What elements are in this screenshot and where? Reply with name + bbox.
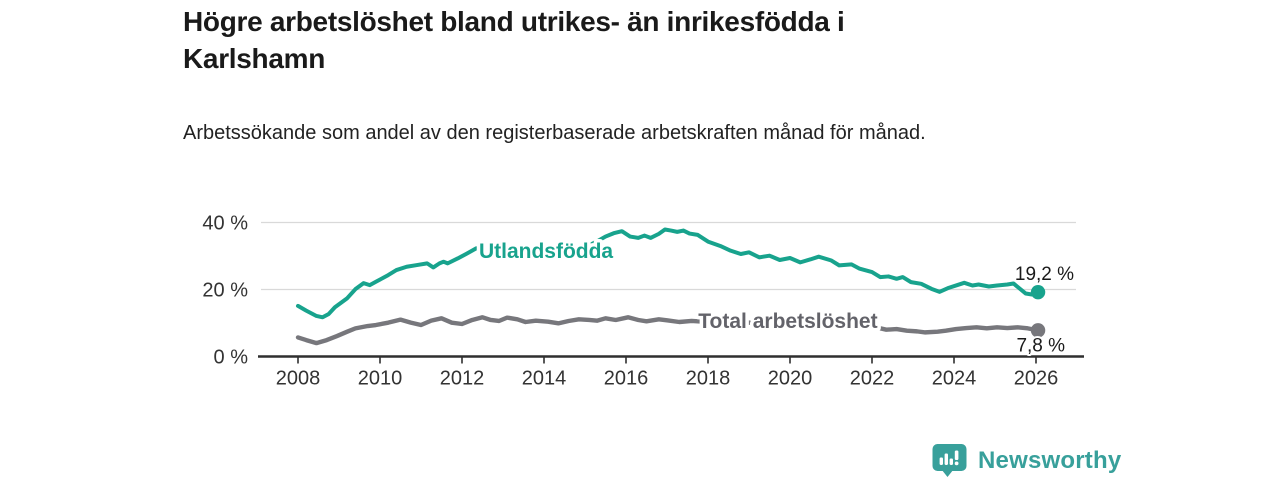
x-tick-label: 2008 xyxy=(276,368,321,390)
series-end-value-total-arbetsl-shet: 7,8 % xyxy=(1016,335,1065,356)
x-tick-label: 2010 xyxy=(358,368,403,390)
x-tick-label: 2022 xyxy=(850,368,895,390)
x-tick-label: 2024 xyxy=(932,368,977,390)
chart-title: Högre arbetslöshet bland utrikes- än inr… xyxy=(183,6,845,74)
chart-subtitle: Arbetssökande som andel av den registerb… xyxy=(183,121,926,144)
series-label-total-arbetsl-shet: Total arbetslöshet xyxy=(698,310,877,333)
series-end-dot-utlandsf-dda xyxy=(1030,284,1046,300)
y-axis-label: 0 % xyxy=(214,347,249,369)
series-end-dot-total-arbetsl-shet xyxy=(1030,323,1046,338)
series-line-utlandsf-dda xyxy=(296,227,1041,320)
series-end-value-utlandsf-dda: 19,2 % xyxy=(1015,264,1074,285)
x-tick-label: 2018 xyxy=(686,368,731,390)
x-tick-label: 2014 xyxy=(522,368,567,390)
x-tick-label: 2016 xyxy=(604,368,649,390)
newsworthy-wordmark: Newsworthy xyxy=(978,446,1122,474)
brand-footer: Newsworthy xyxy=(931,443,1121,478)
y-axis-label: 20 % xyxy=(202,280,248,302)
y-axis-label: 40 % xyxy=(202,213,248,235)
series-line-total-arbetsl-shet xyxy=(295,315,1041,346)
x-tick-label: 2020 xyxy=(768,368,813,390)
newsworthy-logo-icon xyxy=(931,443,968,478)
chart-header: Högre arbetslöshet bland utrikes- än inr… xyxy=(183,4,983,148)
x-tick-label: 2026 xyxy=(1014,368,1059,390)
x-tick-label: 2012 xyxy=(440,368,485,390)
series-label-utlandsf-dda: Utlandsfödda xyxy=(479,240,613,263)
